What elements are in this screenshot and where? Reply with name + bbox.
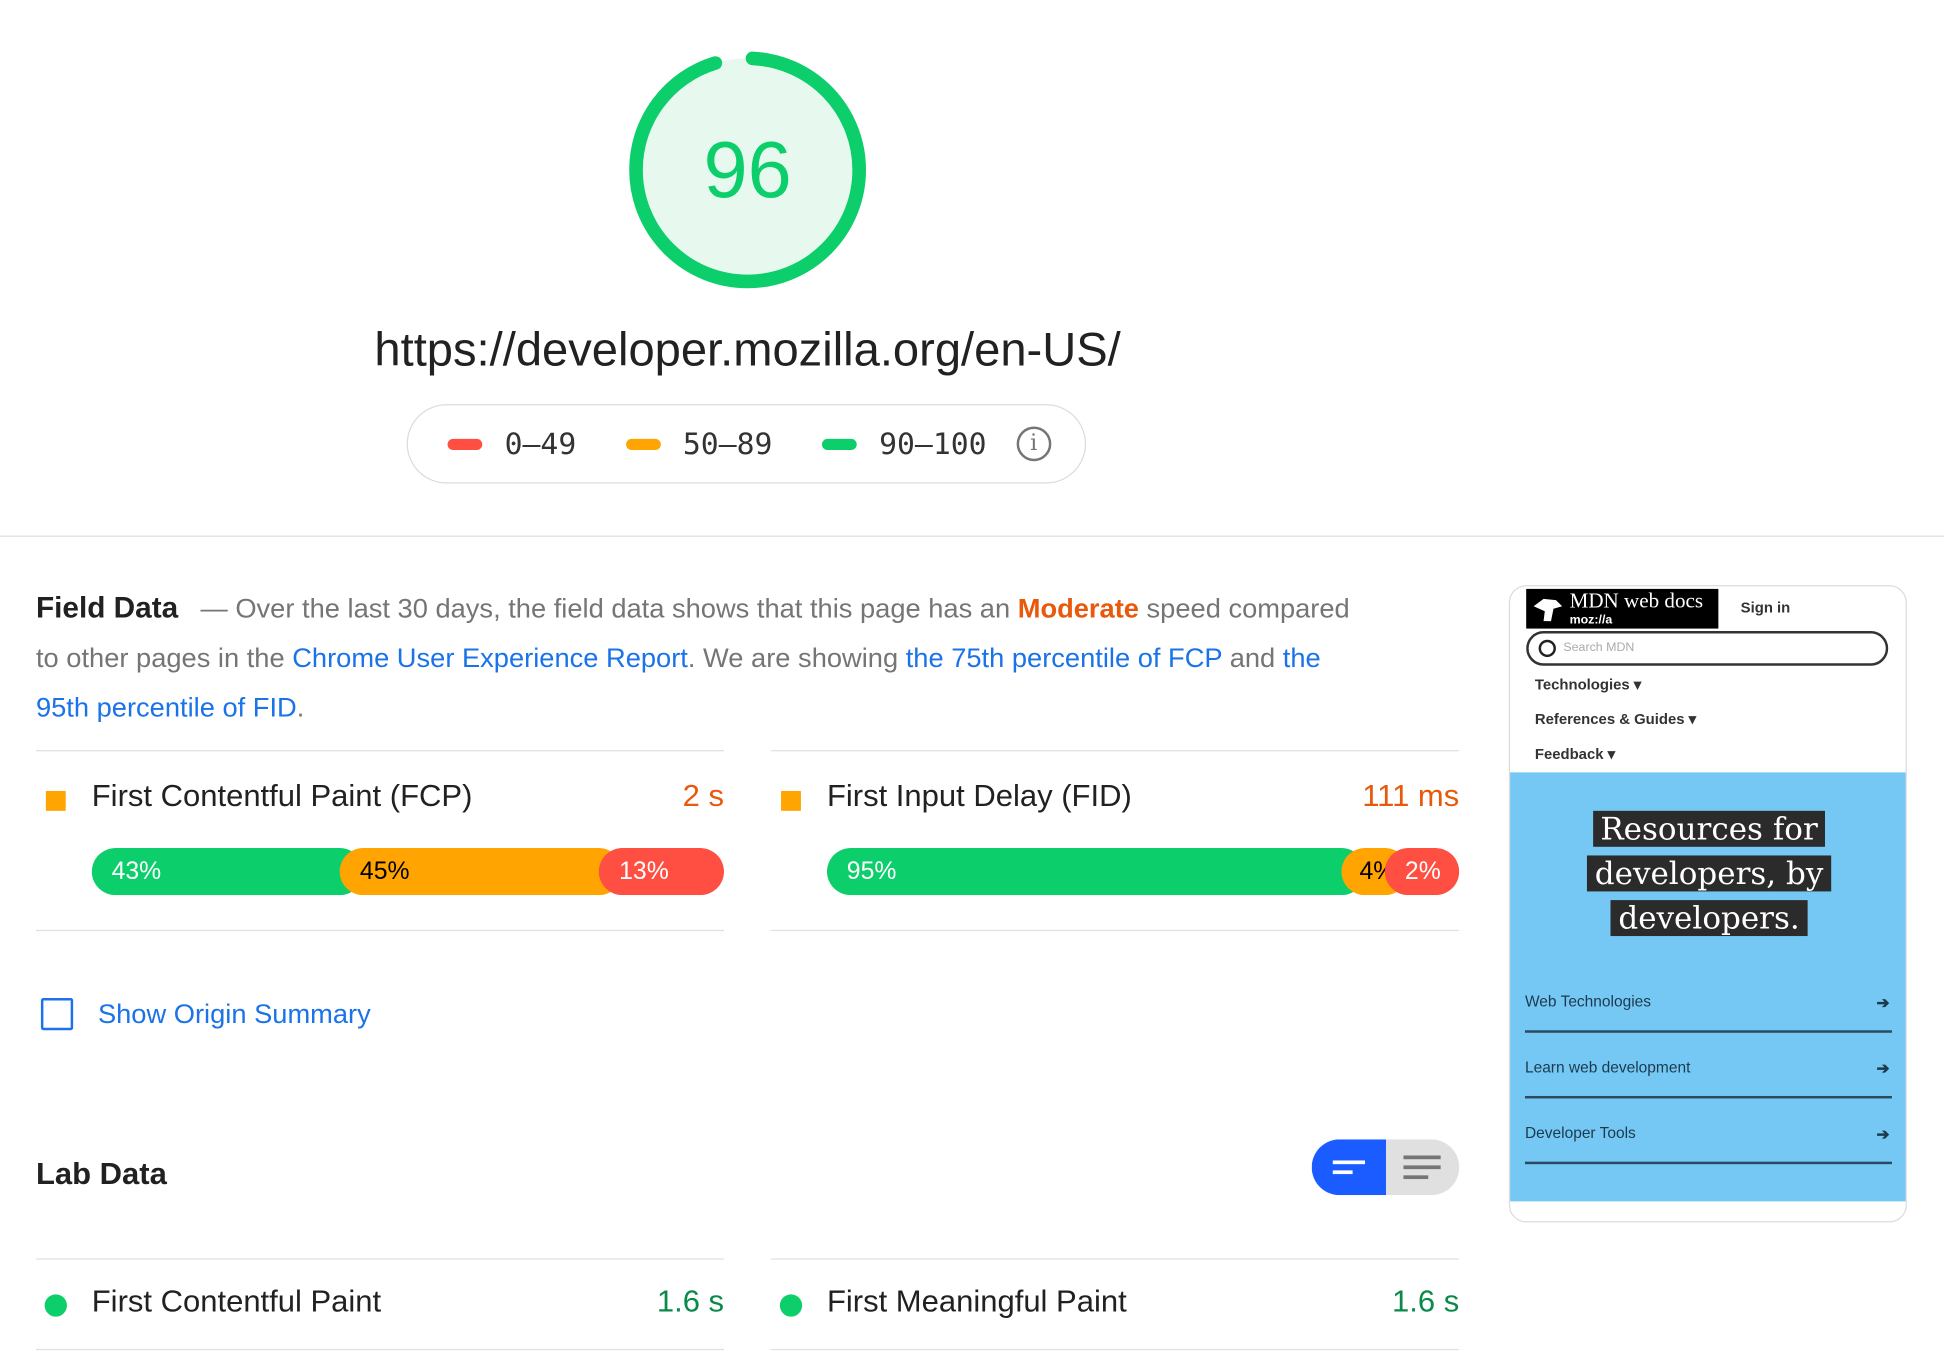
- metric-value: 111 ms: [1362, 778, 1460, 814]
- page-url: https://developer.mozilla.org/en-US/: [374, 324, 1121, 377]
- segment-slow: 13%: [599, 848, 725, 896]
- legend-label: 90–100: [879, 426, 987, 462]
- crux-link[interactable]: Chrome User Experience Report: [292, 642, 688, 674]
- distribution-bar: 95% 4% 2%: [826, 848, 1460, 896]
- metric-fcp: First Contentful Paint (FCP) 2 s 43% 45% …: [35, 750, 725, 932]
- text: — Over the last 30 days, the field data …: [200, 592, 1018, 624]
- search-placeholder: Search MDN: [1563, 640, 1635, 655]
- legend-pass: 90–100: [822, 426, 987, 461]
- view-toggle: [1311, 1139, 1460, 1196]
- metric-title: First Meaningful Paint: [826, 1284, 1127, 1320]
- text: . We are showing: [687, 642, 906, 674]
- checkbox-label[interactable]: Show Origin Summary: [97, 998, 371, 1030]
- performance-score: 96: [703, 125, 792, 215]
- hero-banner: Resources for developers, by developers.…: [1510, 772, 1906, 1202]
- dinosaur-icon: [1533, 598, 1563, 622]
- field-data-summary: Field Data — Over the last 30 days, the f…: [36, 584, 1350, 733]
- pass-circle-icon: [779, 1294, 803, 1317]
- divider: [0, 535, 1944, 537]
- lab-data-title: Lab Data: [35, 1156, 167, 1192]
- average-square-icon: [781, 790, 801, 811]
- link-label: Web Technologies: [1524, 993, 1652, 1011]
- score-legend: 0–49 50–89 90–100 i: [406, 404, 1087, 484]
- lab-metric-fcp: First Contentful Paint 1.6 s: [35, 1258, 725, 1351]
- text: and: [1222, 642, 1283, 674]
- nav-item: References & Guides ▾: [1534, 710, 1697, 728]
- arrow-right-icon: ➔: [1876, 994, 1890, 1012]
- segment-slow: 2%: [1385, 848, 1460, 896]
- speed-rating: Moderate: [1017, 592, 1139, 624]
- hero-line: developers.: [1610, 900, 1808, 937]
- hero-heading: Resources for developers, by developers.: [1510, 807, 1905, 941]
- segment-average: 45%: [340, 848, 623, 896]
- fid-percentile-link[interactable]: the 95th percentile of FID: [35, 642, 1321, 723]
- mozilla-wordmark: moz://a: [1569, 613, 1613, 628]
- text: .: [296, 691, 305, 723]
- metric-value: 1.6 s: [1392, 1284, 1460, 1320]
- mdn-brand: MDN web docs: [1569, 588, 1704, 613]
- compact-view-button[interactable]: [1311, 1139, 1386, 1196]
- pass-circle-icon: [44, 1294, 67, 1317]
- metric-title: First Contentful Paint: [91, 1284, 382, 1320]
- search-icon: [1538, 639, 1556, 658]
- metric-value: 1.6 s: [656, 1284, 725, 1320]
- text: speed compared to other pages in the: [35, 592, 1350, 674]
- legend-label: 0–49: [504, 426, 577, 462]
- hero-link: Developer Tools ➔: [1524, 1124, 1892, 1165]
- page-screenshot: MDN web docs moz://a Sign in Search MDN …: [1508, 585, 1907, 1223]
- search-field: Search MDN: [1526, 631, 1889, 666]
- metric-title: First Input Delay (FID): [826, 778, 1132, 814]
- hero-link: Web Technologies ➔: [1524, 993, 1892, 1033]
- nav-item: Feedback ▾: [1534, 745, 1616, 763]
- link-label: Developer Tools: [1524, 1124, 1636, 1142]
- sign-in-link: Sign in: [1740, 598, 1791, 617]
- legend-fail: 0–49: [447, 426, 577, 462]
- fcp-percentile-link[interactable]: the 75th percentile of FCP: [905, 642, 1223, 674]
- score-gauge: [629, 51, 867, 289]
- hero-line: developers, by: [1587, 855, 1831, 892]
- metric-fid: First Input Delay (FID) 111 ms 95% 4% 2%: [771, 750, 1460, 932]
- nav-item: Technologies ▾: [1534, 675, 1642, 694]
- field-data-title: Field Data: [35, 591, 179, 625]
- link-label: Learn web development: [1524, 1058, 1691, 1077]
- segment-fast: 43%: [91, 848, 364, 896]
- segment-fast: 95%: [826, 848, 1365, 896]
- lab-metric-fmp: First Meaningful Paint 1.6 s: [771, 1258, 1460, 1351]
- average-square-icon: [45, 790, 66, 811]
- arrow-right-icon: ➔: [1876, 1125, 1890, 1144]
- distribution-bar: 43% 45% 13%: [91, 848, 725, 896]
- hero-line: Resources for: [1592, 811, 1826, 847]
- metric-title: First Contentful Paint (FCP): [91, 778, 473, 814]
- legend-label: 50–89: [682, 426, 773, 462]
- arrow-right-icon: ➔: [1876, 1060, 1890, 1078]
- checkbox[interactable]: [40, 998, 74, 1031]
- hero-link: Learn web development ➔: [1524, 1058, 1892, 1099]
- metric-value: 2 s: [682, 778, 725, 814]
- info-icon[interactable]: i: [1016, 426, 1052, 462]
- expanded-view-button[interactable]: [1385, 1139, 1460, 1196]
- mdn-logo: MDN web docs moz://a: [1526, 588, 1719, 629]
- legend-average: 50–89: [625, 426, 773, 462]
- show-origin-summary[interactable]: Show Origin Summary: [40, 998, 371, 1031]
